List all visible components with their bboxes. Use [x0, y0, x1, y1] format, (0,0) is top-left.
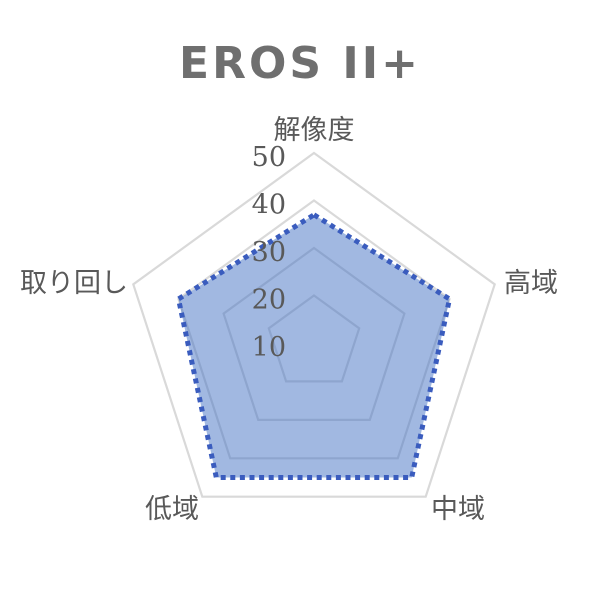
chart-title: EROS II+	[179, 38, 421, 89]
category-label-low-range: 低域	[145, 494, 199, 525]
tick-label-30: 30	[252, 237, 286, 268]
data-polygon-EROS II+	[175, 211, 453, 480]
category-label-mid-range: 中域	[431, 494, 485, 525]
tick-label-50: 50	[252, 142, 286, 173]
category-label-handling: 取り回し	[20, 268, 128, 299]
category-label-resolution: 解像度	[274, 115, 355, 146]
tick-label-10: 10	[252, 332, 286, 363]
category-label-high-range: 高域	[504, 268, 558, 299]
grid-ring-50	[132, 151, 496, 498]
tick-label-20: 20	[252, 285, 286, 316]
tick-label-40: 40	[252, 190, 286, 221]
